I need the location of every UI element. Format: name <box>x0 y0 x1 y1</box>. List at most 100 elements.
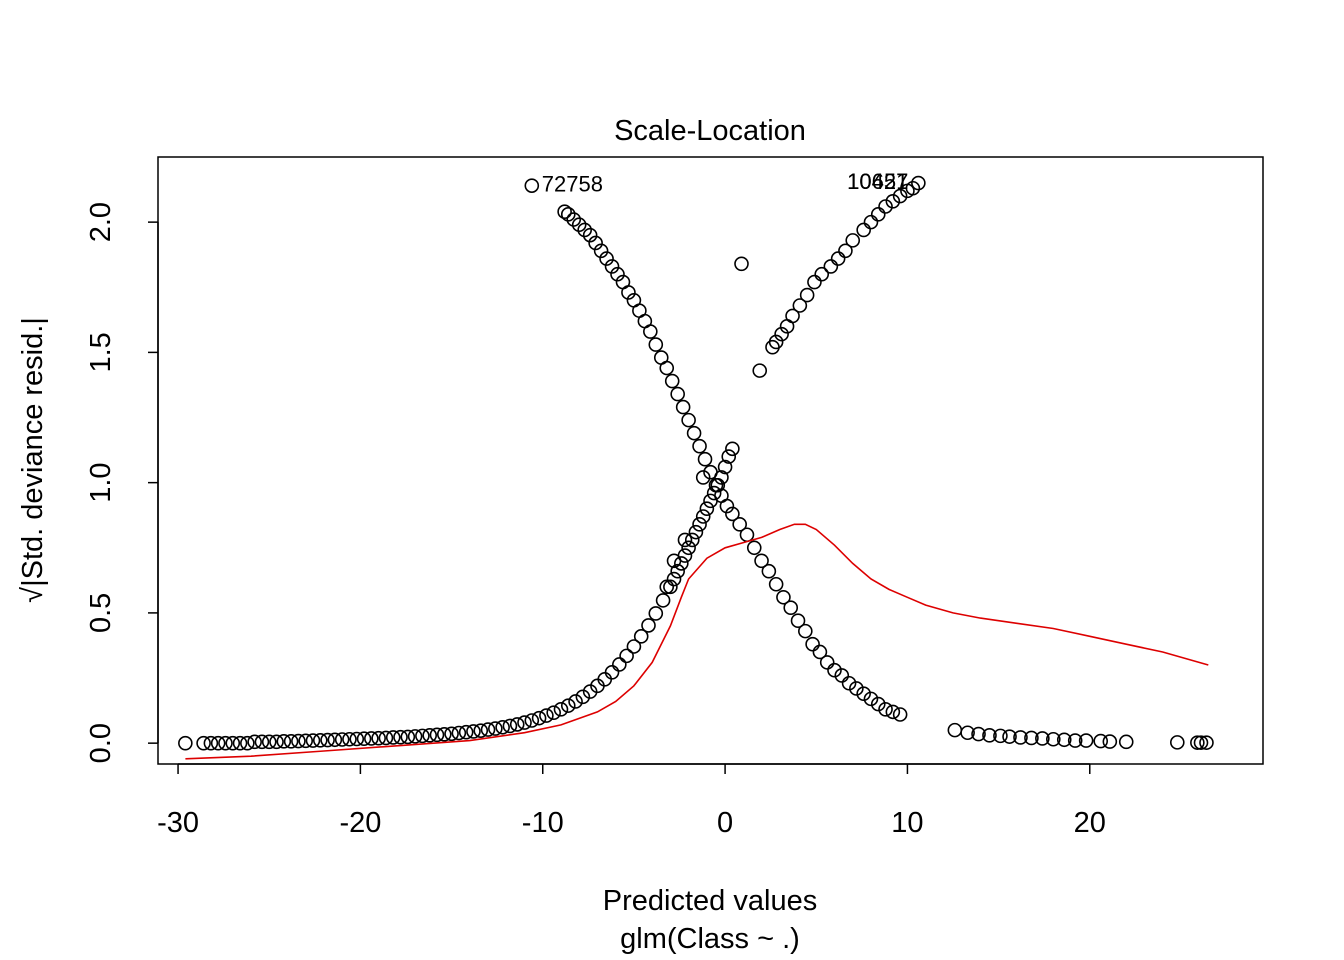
data-point <box>1093 733 1109 749</box>
data-point <box>878 199 893 214</box>
data-point <box>799 287 815 303</box>
data-point <box>593 243 609 259</box>
data-point <box>792 298 808 313</box>
smooth-line <box>185 523 1209 760</box>
data-point <box>706 485 722 501</box>
data-point <box>356 731 372 747</box>
data-point <box>681 412 696 428</box>
svg-text:√|Std. deviance resid.|: √|Std. deviance resid.| <box>17 317 49 603</box>
data-point <box>480 722 496 737</box>
chart-subtitle: glm(Class ~ .) <box>620 923 800 955</box>
data-point <box>232 735 248 751</box>
data-point <box>659 360 675 376</box>
data-point <box>385 730 401 745</box>
data-point <box>666 571 682 587</box>
data-point <box>196 735 211 751</box>
data-point <box>785 308 800 324</box>
data-point <box>451 725 467 741</box>
data-point <box>870 207 886 222</box>
data-point <box>863 214 879 230</box>
data-point <box>560 207 576 222</box>
data-point <box>971 726 986 742</box>
data-point <box>560 698 576 713</box>
data-point <box>947 722 963 738</box>
data-point <box>254 734 270 750</box>
data-point <box>807 274 822 290</box>
data-point <box>892 707 908 722</box>
data-point <box>531 710 547 726</box>
data-point <box>178 735 193 751</box>
data-point <box>269 734 284 750</box>
data-point <box>960 725 975 741</box>
points-layer <box>178 175 1214 751</box>
data-point <box>349 731 365 747</box>
data-point <box>553 701 569 717</box>
smooth-line-layer <box>185 523 1209 760</box>
y-tick-label: 1.5 <box>85 332 117 372</box>
data-point <box>699 501 715 516</box>
point-label: 10651 <box>847 169 908 194</box>
data-point <box>746 540 762 556</box>
data-point <box>1118 734 1134 750</box>
data-point <box>495 719 510 735</box>
data-point <box>429 727 445 743</box>
data-point <box>664 373 680 389</box>
data-point <box>400 729 416 745</box>
data-point <box>754 553 769 569</box>
data-point <box>856 686 871 701</box>
data-point <box>1078 733 1094 748</box>
data-point <box>393 729 408 745</box>
data-point <box>838 243 853 259</box>
data-point <box>261 734 277 750</box>
data-point <box>334 732 350 747</box>
data-point <box>692 517 707 532</box>
data-point <box>599 251 614 266</box>
data-point <box>870 696 886 712</box>
data-point <box>444 726 459 742</box>
data-point <box>774 326 789 342</box>
y-tick-label: 0.5 <box>85 593 117 633</box>
chart-title: Scale-Location <box>614 115 806 147</box>
data-point <box>283 734 299 749</box>
data-point <box>502 718 518 734</box>
data-point <box>697 451 713 467</box>
data-point <box>878 701 893 717</box>
data-point <box>666 553 682 569</box>
data-point <box>768 334 784 350</box>
data-point <box>841 675 857 691</box>
data-point <box>812 644 828 660</box>
data-point <box>849 681 864 696</box>
data-point <box>752 363 768 378</box>
data-point <box>761 563 777 579</box>
data-point <box>734 256 749 272</box>
data-point <box>1102 734 1118 749</box>
data-point <box>247 734 262 750</box>
data-point <box>342 731 357 747</box>
x-tick-label: 10 <box>891 807 923 839</box>
y-tick-label: 0.0 <box>85 723 117 763</box>
data-point <box>982 728 997 743</box>
data-point <box>1002 729 1017 744</box>
data-point <box>703 464 718 480</box>
data-point <box>684 532 700 548</box>
data-point <box>588 235 603 251</box>
data-point <box>524 713 540 728</box>
x-tick-label: 0 <box>717 807 733 839</box>
data-point <box>911 175 926 191</box>
data-point <box>686 425 702 441</box>
data-point <box>732 517 747 532</box>
point-label: 72758 <box>542 172 603 197</box>
data-point <box>305 733 321 748</box>
data-point <box>768 576 784 592</box>
data-point <box>659 579 675 595</box>
x-tick-label: -10 <box>522 807 564 839</box>
data-point <box>509 717 525 732</box>
data-point <box>571 217 587 233</box>
data-point <box>905 180 921 196</box>
data-point <box>674 556 689 571</box>
x-axis: -30 -20 -10 0 10 20 <box>157 763 1106 839</box>
y-axis-label: √|Std. deviance resid.| <box>17 317 49 603</box>
data-point <box>566 212 582 227</box>
